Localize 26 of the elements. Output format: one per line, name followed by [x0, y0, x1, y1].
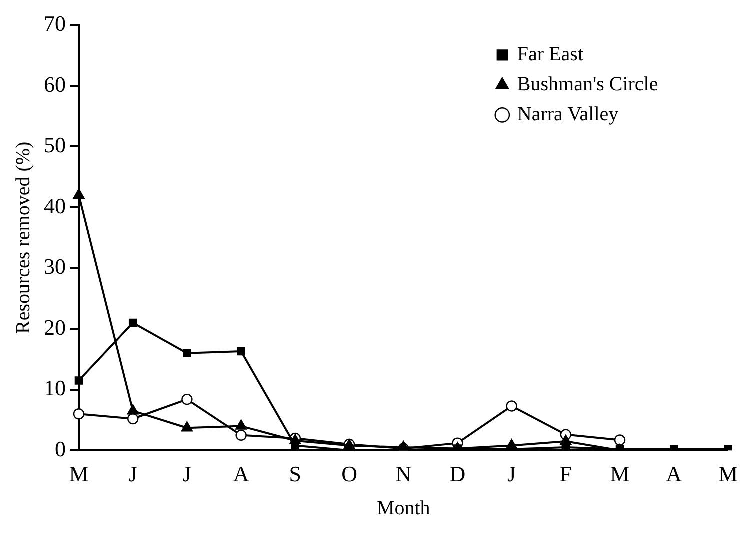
y-tick-label: 60	[44, 72, 66, 97]
y-tick-label: 10	[44, 376, 66, 401]
x-tick-label: J	[128, 462, 138, 487]
x-tick-label: A	[666, 462, 682, 487]
x-tick-label: N	[396, 462, 412, 487]
legend-label: Far East	[517, 43, 584, 66]
x-tick-label: D	[450, 462, 466, 487]
y-axis-title: Resources removed (%)	[12, 142, 34, 334]
x-tick-label: M	[610, 462, 630, 487]
x-tick-label: F	[560, 462, 572, 487]
y-tick-label: 30	[44, 254, 66, 280]
legend-label: Bushman's Circle	[517, 73, 658, 96]
x-tick-label: J	[508, 462, 517, 487]
x-tick-label: S	[289, 462, 302, 487]
y-tick-label: 70	[44, 10, 66, 36]
y-tick-label: 50	[44, 132, 66, 158]
x-axis-title: Month	[376, 497, 430, 520]
x-tick-label: J	[182, 462, 192, 487]
x-tick-label: M	[69, 462, 89, 487]
y-tick-label: 20	[44, 314, 66, 340]
x-tick-label: O	[342, 462, 358, 487]
legend-label: Narra Valley	[517, 103, 619, 126]
y-tick-label: 0	[55, 436, 66, 462]
x-tick-label: A	[233, 462, 250, 487]
x-tick-label: M	[718, 462, 738, 487]
y-tick-label: 40	[44, 193, 66, 218]
